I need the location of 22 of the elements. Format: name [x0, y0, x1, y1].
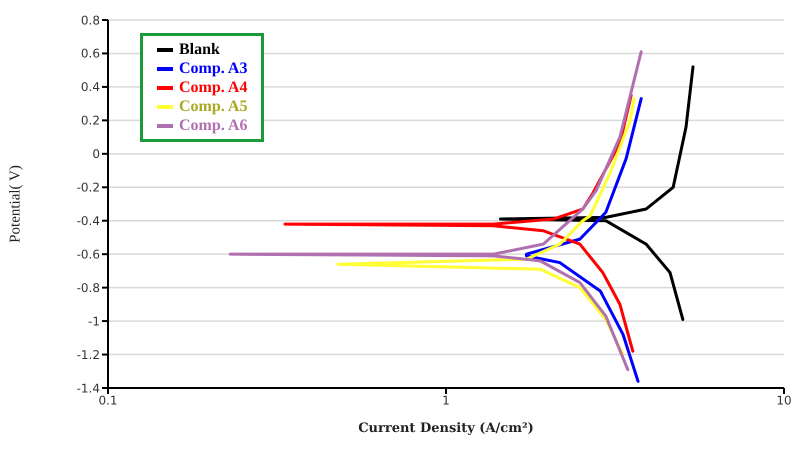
x-tick-label: 10	[776, 394, 792, 408]
legend-label: Comp. A6	[179, 116, 248, 135]
y-tick-label: -1.2	[76, 348, 100, 362]
legend-label: Comp. A3	[179, 59, 248, 78]
y-tick-label: -0.4	[76, 214, 100, 228]
y-tick-label: 0.6	[80, 46, 100, 61]
y-tick-label: 0.4	[80, 80, 100, 94]
y-tick-label: 0.8	[80, 13, 100, 28]
legend-label: Comp. A4	[179, 78, 248, 97]
x-axis-title: Current Density (A/cm²)	[358, 421, 534, 436]
x-tick-label: 0.1	[98, 394, 118, 408]
y-tick-label: 0	[92, 147, 100, 162]
y-tick-label: -0.8	[76, 280, 100, 295]
y-tick-label: -1	[88, 314, 100, 328]
y-tick-label: -0.2	[76, 180, 100, 195]
y-axis-title: Potential( V)	[7, 165, 24, 243]
y-tick-label: -0.6	[76, 247, 100, 262]
x-tick-label: 1	[442, 394, 450, 408]
legend-label: Comp. A5	[179, 97, 248, 116]
y-tick-label: -1.4	[76, 381, 100, 396]
legend-label: Blank	[179, 40, 220, 59]
y-tick-label: 0.2	[80, 114, 100, 128]
